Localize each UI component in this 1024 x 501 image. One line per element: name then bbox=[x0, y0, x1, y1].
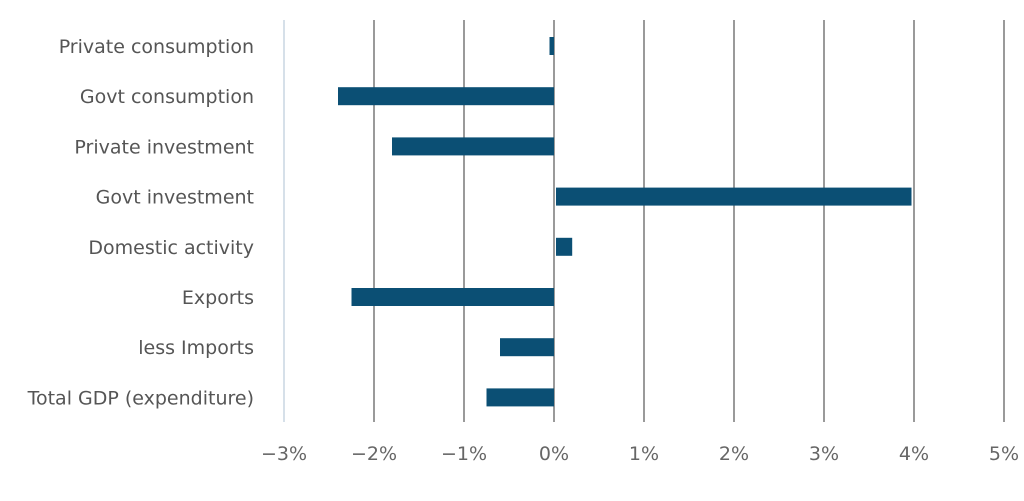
x-tick-label: −1% bbox=[441, 443, 487, 465]
category-label: Exports bbox=[182, 287, 254, 309]
gridlines bbox=[283, 20, 1005, 422]
x-tick-label: −3% bbox=[261, 443, 307, 465]
category-label: less Imports bbox=[138, 337, 254, 359]
bar bbox=[486, 388, 554, 407]
category-labels: Private consumption Govt consumption Priva… bbox=[27, 36, 254, 409]
bar bbox=[392, 137, 554, 156]
bar bbox=[556, 237, 573, 256]
category-label: Domestic activity bbox=[88, 237, 254, 259]
x-tick-labels: −3% −2% −1% 0% 1% 2% 3% 4% 5% bbox=[261, 443, 1019, 465]
bar bbox=[351, 288, 554, 306]
x-tick-label: 2% bbox=[719, 443, 749, 465]
category-label: Private consumption bbox=[59, 36, 254, 58]
x-tick-label: 5% bbox=[989, 443, 1019, 465]
x-tick-label: −2% bbox=[351, 443, 397, 465]
category-label: Govt consumption bbox=[80, 86, 254, 108]
category-label: Govt investment bbox=[96, 187, 254, 209]
bar bbox=[549, 37, 554, 55]
bars bbox=[338, 37, 912, 407]
bar bbox=[500, 338, 554, 357]
x-tick-label: 1% bbox=[629, 443, 659, 465]
x-tick-label: 3% bbox=[809, 443, 839, 465]
bar bbox=[556, 187, 912, 206]
bar bbox=[338, 87, 554, 106]
category-label: Total GDP (expenditure) bbox=[27, 387, 254, 409]
x-tick-label: 4% bbox=[899, 443, 929, 465]
x-tick-label: 0% bbox=[539, 443, 569, 465]
category-label: Private investment bbox=[74, 136, 254, 158]
